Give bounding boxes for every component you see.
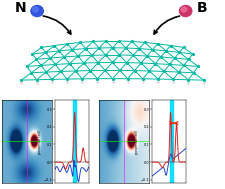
Bar	[169, 100, 173, 183]
Bar	[73, 100, 76, 183]
Text: B: B	[197, 1, 208, 15]
Y-axis label: potential (eV): potential (eV)	[38, 130, 43, 154]
Circle shape	[33, 7, 38, 12]
FancyArrowPatch shape	[154, 16, 180, 34]
Y-axis label: potential (eV): potential (eV)	[135, 130, 139, 154]
Circle shape	[31, 5, 43, 16]
Circle shape	[180, 5, 192, 16]
Text: N: N	[14, 1, 26, 15]
FancyArrowPatch shape	[43, 16, 71, 34]
FancyArrowPatch shape	[170, 122, 178, 125]
Circle shape	[181, 7, 187, 12]
